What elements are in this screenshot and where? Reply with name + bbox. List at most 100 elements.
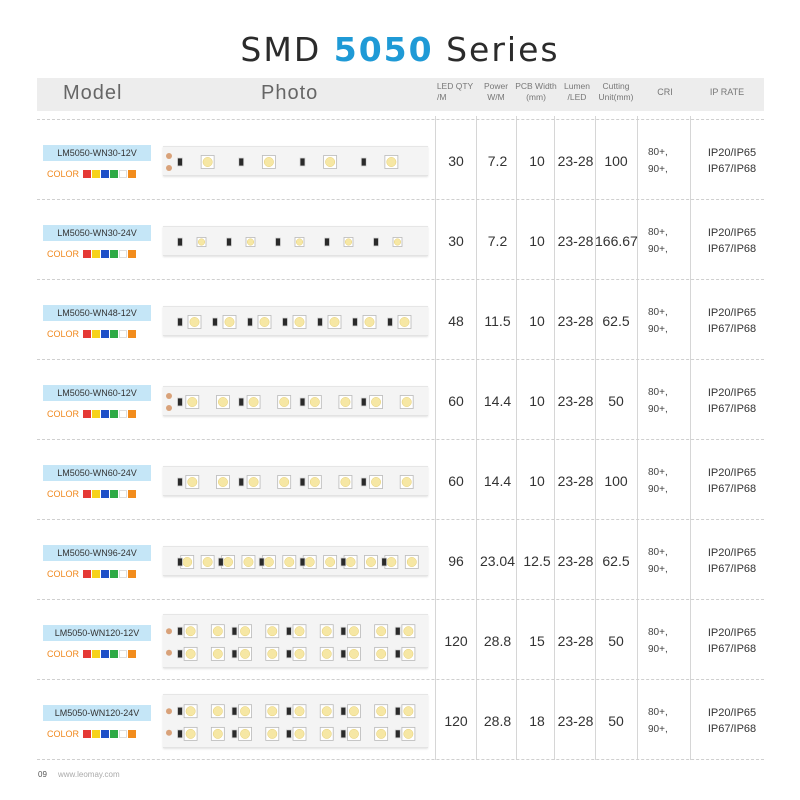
pcb-width-value: 12.5 [523, 553, 551, 569]
led-chip [292, 624, 307, 639]
led-strip-drawing [177, 555, 419, 569]
resistor [387, 317, 393, 327]
color-swatch [92, 490, 100, 498]
led-chip [307, 395, 322, 409]
led-chip [277, 395, 292, 409]
lumen-value: 23-28 [557, 473, 594, 489]
color-swatch [128, 330, 136, 338]
led-chip [261, 555, 276, 569]
lumen-value: 23-28 [557, 633, 594, 649]
color-label: COLOR [47, 249, 80, 259]
resistor [285, 729, 292, 739]
resistor [299, 477, 306, 487]
cri-value: 80+, 90+, [648, 304, 668, 338]
color-swatch [128, 490, 136, 498]
header-cut: Cutting Unit(mm) [594, 81, 638, 103]
lumen-value: 23-28 [557, 313, 594, 329]
color-swatch [101, 330, 109, 338]
led-chip [292, 726, 307, 741]
cri-line2: 90+, [648, 244, 668, 255]
led-chip [374, 704, 389, 719]
cri-line1: 80+, [648, 547, 668, 558]
led-chip [187, 315, 202, 329]
solder-pad [166, 649, 172, 656]
ip-rate-value: IP20/IP65 IP67/IP68 [699, 625, 765, 657]
color-swatch [83, 330, 91, 338]
color-swatch [119, 570, 127, 578]
color-swatch [119, 730, 127, 738]
header-pcb: PCB Width (mm) [514, 81, 558, 103]
cri-line1: 80+, [648, 307, 668, 318]
led-chip [397, 315, 412, 329]
color-swatch [83, 490, 91, 498]
led-strip-drawing [166, 624, 416, 661]
color-swatch [128, 570, 136, 578]
cutting-unit-value: 166.67 [595, 233, 638, 249]
color-swatch [92, 650, 100, 658]
led-chip [216, 475, 230, 489]
led-chip [200, 155, 215, 169]
color-swatch [92, 170, 100, 178]
led-chip [343, 237, 354, 247]
color-swatch [110, 650, 118, 658]
led-strip-drawing [177, 237, 403, 247]
led-chip [369, 475, 383, 489]
power-value: 28.8 [483, 713, 512, 729]
led-chip [399, 475, 414, 489]
color-label: COLOR [47, 569, 80, 579]
power-value: 28.8 [483, 633, 512, 649]
led-strip-drawing [177, 315, 412, 329]
resistor [177, 477, 183, 487]
resistor [177, 729, 183, 739]
header-lumen-line2: /LED [567, 92, 587, 102]
model-badge: LM5050-WN96-24V [43, 545, 151, 561]
ip-line1: IP20/IP65 [707, 307, 757, 319]
led-chip [183, 726, 198, 741]
ip-line2: IP67/IP68 [707, 323, 757, 335]
column-divider [690, 116, 691, 760]
solder-pad [166, 165, 172, 171]
row-divider [37, 439, 764, 440]
header-power: Power W/M [477, 81, 515, 103]
resistor [299, 397, 306, 407]
led-chip [238, 704, 252, 719]
color-swatch [119, 490, 127, 498]
color-swatch [83, 730, 91, 738]
power-value: 7.2 [487, 153, 508, 169]
led-chip [246, 475, 261, 489]
led-strip-photo [163, 306, 428, 336]
resistor [282, 317, 288, 327]
resistor [238, 397, 245, 407]
resistor [177, 157, 183, 167]
column-divider [516, 116, 517, 760]
row-divider [37, 759, 764, 760]
cri-line2: 90+, [648, 324, 668, 335]
ip-rate-value: IP20/IP65 IP67/IP68 [699, 305, 765, 337]
color-swatch [101, 650, 109, 658]
resistor [360, 397, 367, 407]
row-divider [37, 679, 764, 680]
ip-line1: IP20/IP65 [707, 387, 757, 399]
resistor [231, 706, 238, 716]
cri-line1: 80+, [648, 147, 668, 158]
header-power-line1: Power [483, 81, 509, 91]
model-badge: LM5050-WN48-12V [43, 305, 151, 321]
led-chip [216, 395, 230, 409]
ip-line1: IP20/IP65 [707, 627, 757, 639]
qty-value: 96 [448, 553, 464, 569]
led-chip [401, 624, 416, 639]
pcb-width-value: 18 [529, 713, 545, 729]
cri-line1: 80+, [648, 707, 668, 718]
color-swatch [110, 730, 118, 738]
led-chip [327, 315, 342, 329]
led-strip-drawing [166, 393, 414, 411]
cri-value: 80+, 90+, [648, 384, 668, 418]
solder-pad [166, 708, 172, 715]
cutting-unit-value: 100 [604, 153, 628, 169]
cri-value: 80+, 90+, [648, 224, 668, 258]
header-photo: Photo [261, 82, 319, 104]
resistor [299, 557, 306, 567]
pcb-width-value: 10 [529, 393, 545, 409]
ip-rate-value: IP20/IP65 IP67/IP68 [699, 145, 765, 177]
header-cut-line1: Cutting [602, 81, 630, 91]
